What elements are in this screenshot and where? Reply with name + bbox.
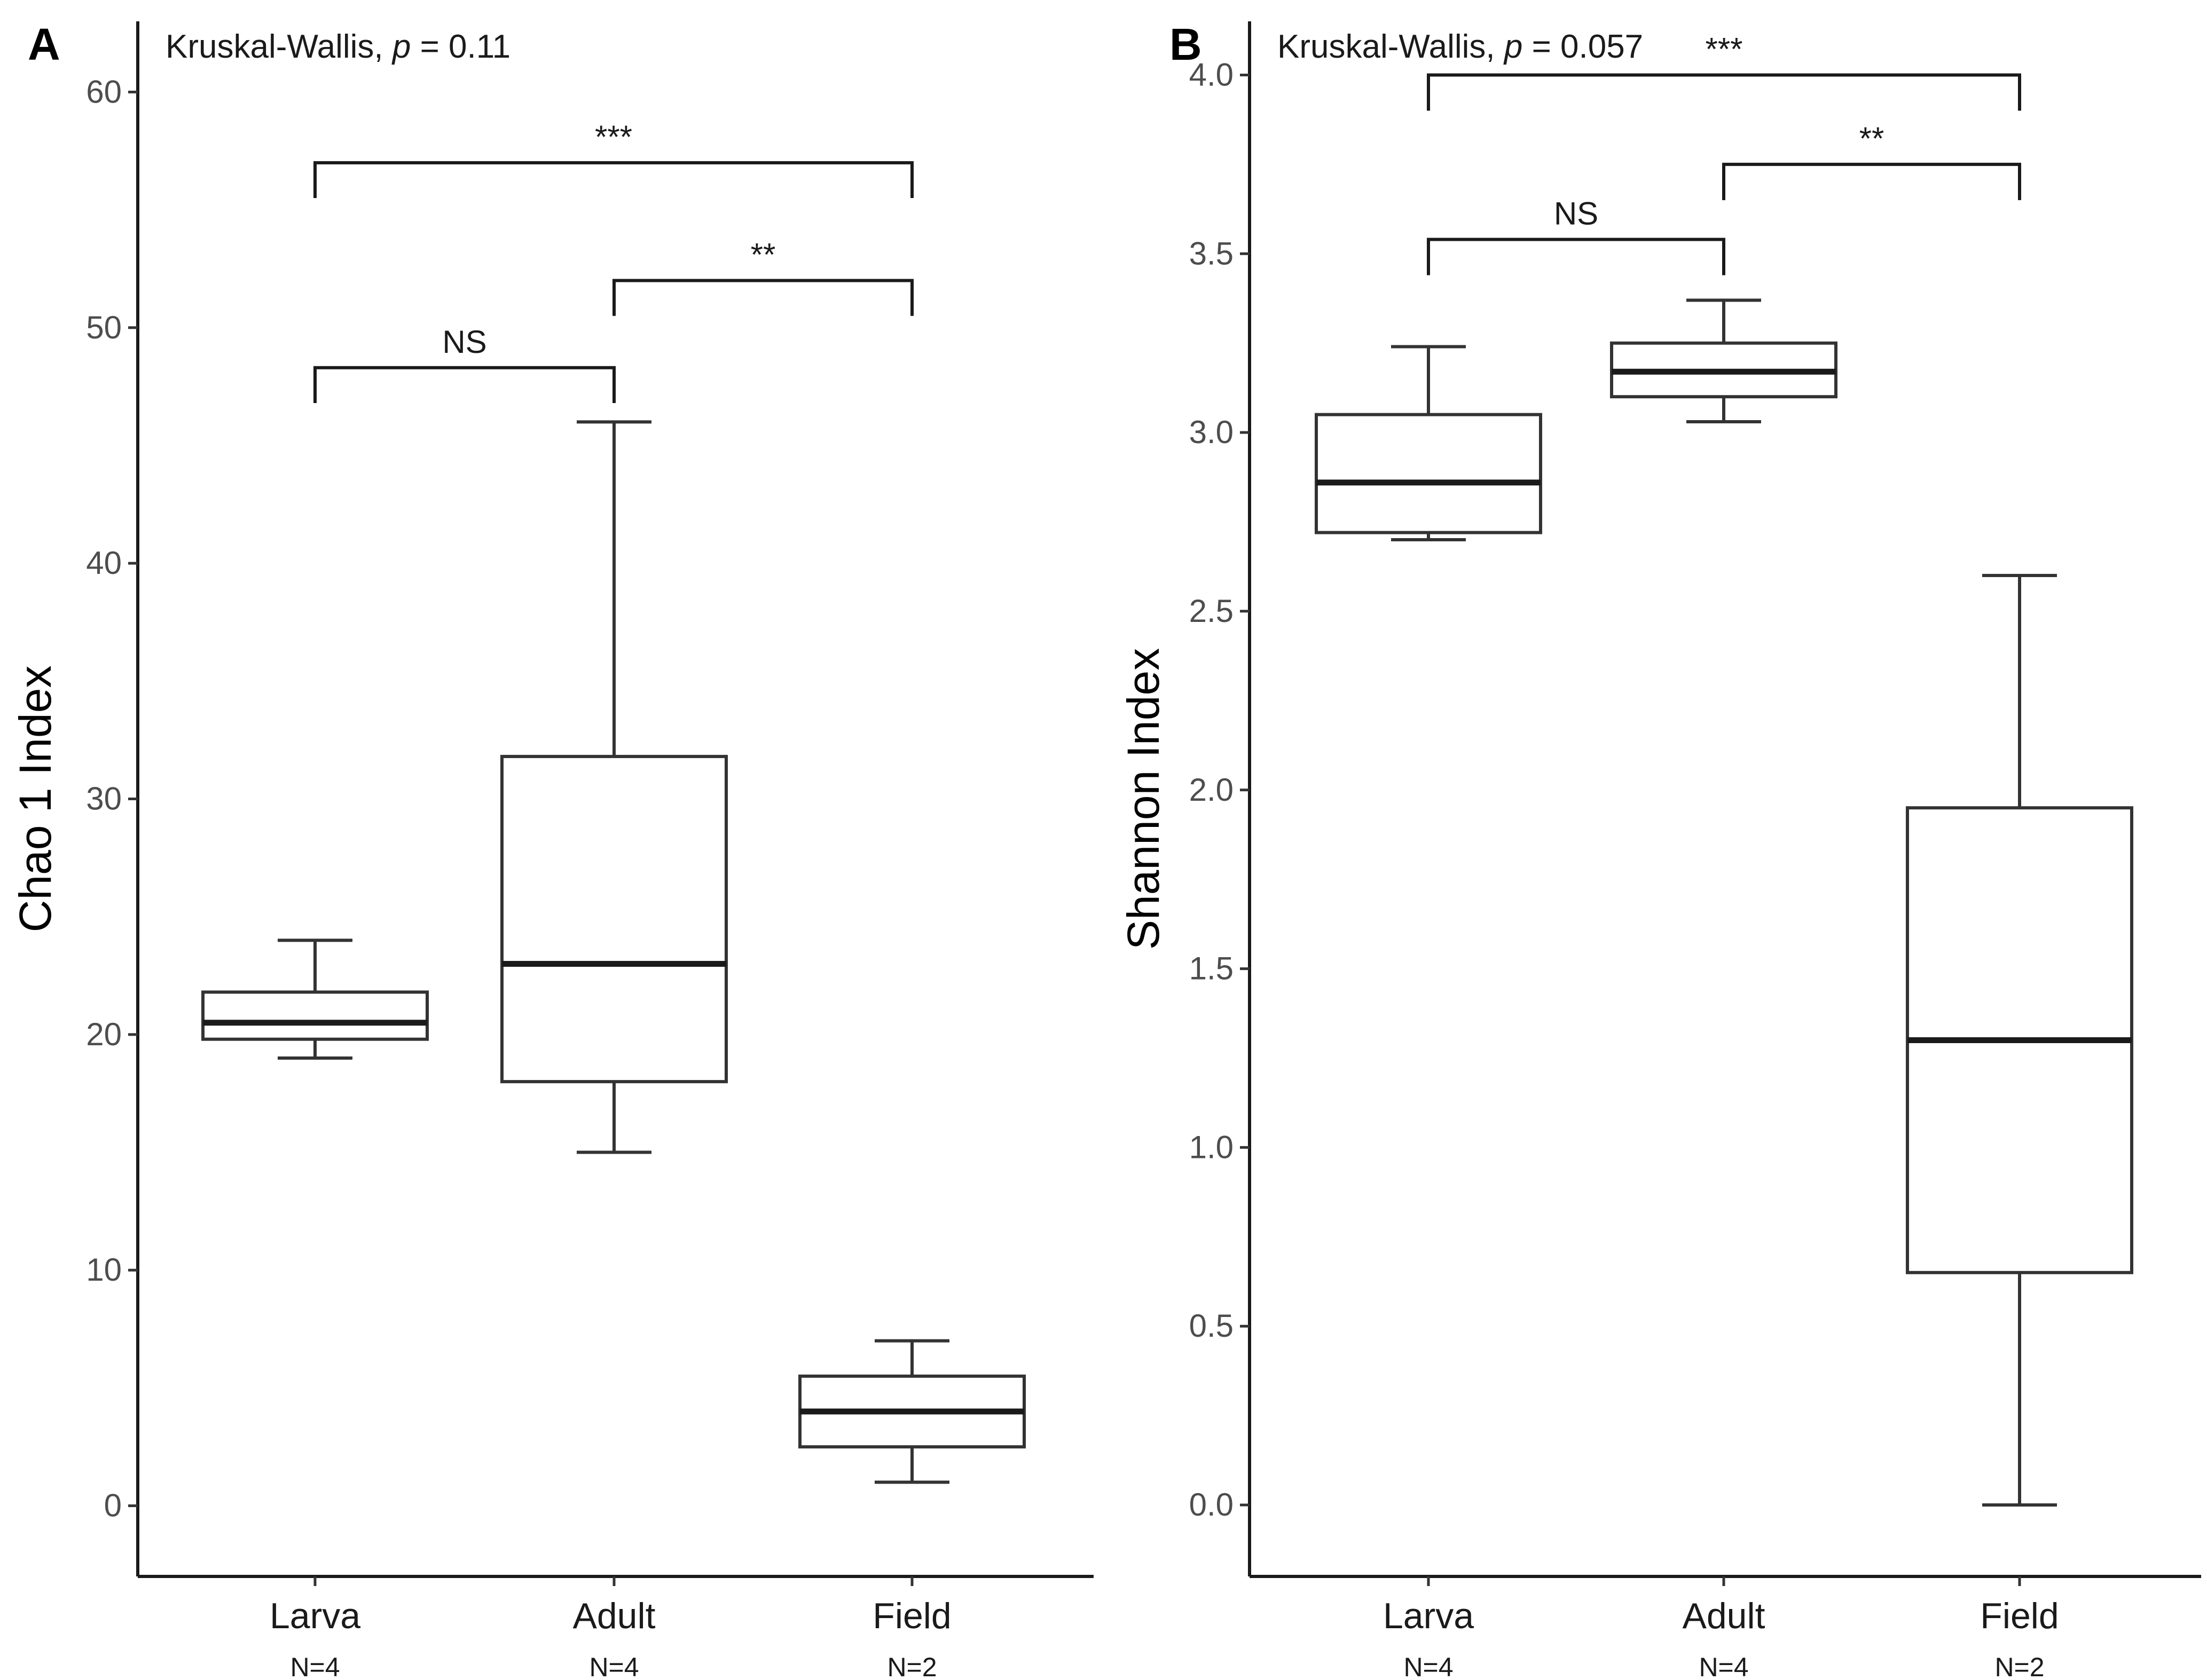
significance-bracket bbox=[1722, 162, 2021, 200]
sample-size-label: N=2 bbox=[1994, 1652, 2044, 1680]
y-tick-label: 40 bbox=[86, 545, 122, 581]
significance-label: NS bbox=[442, 324, 486, 360]
y-tick-label: 0.0 bbox=[1189, 1487, 1234, 1523]
panel-a: 0 10 20 30 40 50 60 Chao 1 Index A Kruskal-Wallis… bbox=[10, 19, 1094, 1680]
significance-bracket bbox=[313, 366, 616, 404]
y-tick-label: 1.0 bbox=[1189, 1129, 1234, 1165]
kw-test-name: Kruskal-Wallis, bbox=[166, 28, 392, 65]
significance-bracket bbox=[313, 161, 914, 199]
y-tick-label: 0.5 bbox=[1189, 1308, 1234, 1344]
significance-label: ** bbox=[751, 237, 776, 273]
y-tick-label: 50 bbox=[86, 310, 122, 345]
significance-label: ** bbox=[1859, 121, 1884, 156]
x-tick-label: Field bbox=[873, 1596, 951, 1636]
kw-p-value: = 0.057 bbox=[1532, 28, 1644, 65]
kruskal-wallis-annotation: Kruskal-Wallis, p = 0.11 bbox=[166, 28, 510, 65]
x-tick-label: Field bbox=[1980, 1596, 2059, 1636]
y-axis-label: Shannon Index bbox=[1118, 648, 1168, 950]
y-tick-label: 20 bbox=[86, 1016, 122, 1052]
significance-bracket bbox=[612, 279, 914, 316]
y-tick-label: 2.0 bbox=[1189, 772, 1234, 808]
box-larva bbox=[1315, 413, 1542, 534]
kw-p-symbol: p bbox=[1503, 28, 1532, 65]
kw-p-symbol: p bbox=[391, 28, 420, 65]
y-tick-label: 30 bbox=[86, 781, 122, 817]
significance-label: *** bbox=[595, 119, 632, 155]
panel-b: 0.0 0.5 1.0 1.5 2.0 2.5 3.0 3.5 4.0 Shannon Index… bbox=[1118, 19, 2201, 1680]
box-larva bbox=[201, 990, 429, 1041]
sample-size-label: N=4 bbox=[1699, 1652, 1748, 1680]
significance-label: *** bbox=[1705, 31, 1742, 67]
sample-size-label: N=4 bbox=[1403, 1652, 1453, 1680]
sample-size-label: N=4 bbox=[290, 1652, 340, 1680]
sample-size-label: N=2 bbox=[887, 1652, 937, 1680]
x-tick-label: Adult bbox=[1683, 1596, 1765, 1636]
y-tick-label: 4.0 bbox=[1189, 57, 1234, 92]
y-tick-label: 2.5 bbox=[1189, 593, 1234, 629]
significance-label: NS bbox=[1554, 195, 1598, 231]
kw-p-value: = 0.11 bbox=[420, 28, 511, 65]
y-tick-label: 10 bbox=[86, 1252, 122, 1288]
box-adult bbox=[500, 755, 728, 1084]
kruskal-wallis-annotation: Kruskal-Wallis, p = 0.057 bbox=[1277, 28, 1643, 65]
y-tick-label: 3.0 bbox=[1189, 414, 1234, 450]
kw-test-name: Kruskal-Wallis, bbox=[1277, 28, 1504, 65]
x-tick-label: Larva bbox=[270, 1596, 360, 1636]
y-axis-label: Chao 1 Index bbox=[10, 666, 60, 933]
panel-letter: A bbox=[28, 19, 60, 69]
significance-bracket bbox=[1427, 73, 2021, 111]
sample-size-label: N=4 bbox=[589, 1652, 639, 1680]
x-tick-label: Adult bbox=[573, 1596, 656, 1636]
y-tick-label: 3.5 bbox=[1189, 235, 1234, 271]
x-tick-label: Larva bbox=[1383, 1596, 1474, 1636]
significance-bracket bbox=[1427, 238, 1725, 275]
y-tick-label: 0 bbox=[104, 1488, 122, 1524]
panel-letter: B bbox=[1169, 19, 1202, 69]
y-tick-label: 60 bbox=[86, 74, 122, 109]
y-tick-label: 1.5 bbox=[1189, 951, 1234, 987]
